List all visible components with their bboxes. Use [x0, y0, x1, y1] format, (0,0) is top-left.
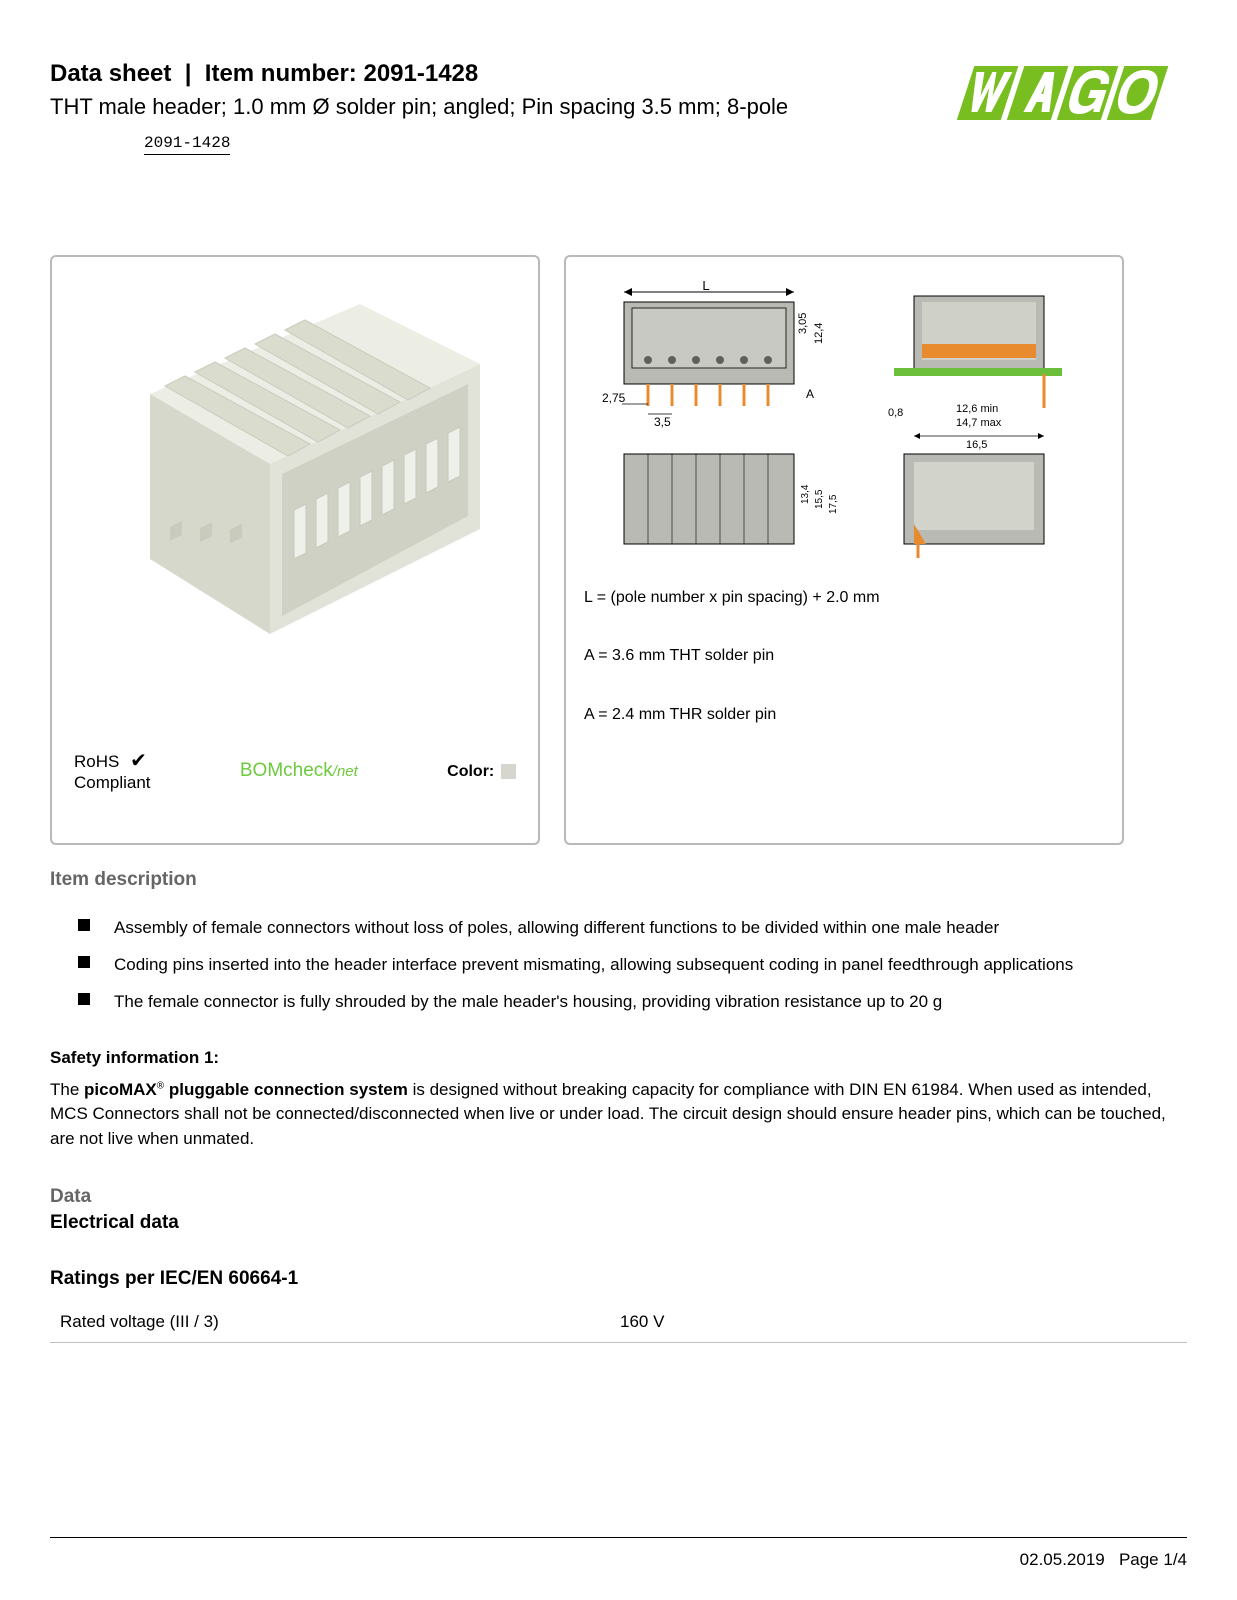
- doc-type: Data sheet: [50, 60, 171, 87]
- list-item: Assembly of female connectors without lo…: [78, 917, 1187, 940]
- check-icon: ✔: [130, 750, 147, 772]
- dimensional-drawing: L: [584, 269, 1104, 579]
- list-item: The female connector is fully shrouded b…: [78, 991, 1187, 1014]
- dim-A: A: [806, 387, 814, 401]
- footer-date: 02.05.2019: [1020, 1550, 1105, 1569]
- dim-14-7-max: 14,7 max: [956, 417, 1002, 429]
- part-tag: 2091-1428: [144, 134, 230, 155]
- formula-L: L = (pole number x pin spacing) + 2.0 mm: [584, 587, 1104, 609]
- dimension-panel: L: [564, 255, 1124, 845]
- color-indicator: Color:: [447, 761, 516, 781]
- data-heading: Data: [50, 1186, 1187, 1208]
- title-line: Data sheet | Item number: 2091-1428: [50, 60, 957, 88]
- description-list: Assembly of female connectors without lo…: [78, 917, 1187, 1014]
- safety-heading: Safety information 1:: [50, 1048, 1187, 1068]
- rating-value: 160 V: [620, 1312, 664, 1332]
- page-header: Data sheet | Item number: 2091-1428 THT …: [50, 60, 1187, 155]
- bomcheck-logo: BOMcheck/net: [240, 760, 358, 782]
- ratings-heading: Ratings per IEC/EN 60664-1: [50, 1268, 1187, 1290]
- wago-logo: [957, 64, 1187, 122]
- list-item: Coding pins inserted into the header int…: [78, 954, 1187, 977]
- electrical-data-heading: Electrical data: [50, 1212, 1187, 1234]
- page-footer: 02.05.2019 Page 1/4: [1020, 1550, 1187, 1570]
- subtitle: THT male header; 1.0 mm Ø solder pin; an…: [50, 94, 957, 120]
- dim-16-5: 16,5: [966, 439, 987, 451]
- item-number: 2091-1428: [363, 60, 478, 87]
- footer-page: Page 1/4: [1119, 1550, 1187, 1569]
- dim-L: L: [702, 278, 709, 293]
- footer-rule: [50, 1537, 1187, 1538]
- formula-block: L = (pole number x pin spacing) + 2.0 mm…: [584, 587, 1104, 726]
- dim-12-4: 12,4: [813, 323, 825, 344]
- dim-15-5: 15,5: [814, 489, 825, 509]
- item-label: Item number:: [205, 60, 357, 87]
- dim-0-8: 0,8: [888, 407, 903, 419]
- product-render: [64, 269, 526, 699]
- rohs-compliant: RoHS ✔ Compliant: [74, 749, 151, 793]
- dim-3-05: 3,05: [797, 313, 809, 334]
- product-image-panel: RoHS ✔ Compliant BOMcheck/net Color:: [50, 255, 540, 845]
- formula-A-thr: A = 2.4 mm THR solder pin: [584, 704, 1104, 726]
- dim-2-75: 2,75: [602, 391, 626, 405]
- dim-12-6-min: 12,6 min: [956, 403, 998, 415]
- item-description-heading: Item description: [50, 869, 1187, 891]
- safety-text: The picoMAX® pluggable connection system…: [50, 1078, 1187, 1152]
- formula-A-tht: A = 3.6 mm THT solder pin: [584, 645, 1104, 667]
- color-swatch: [501, 764, 516, 779]
- dim-13-4: 13,4: [800, 484, 811, 504]
- dim-3-5: 3,5: [654, 415, 671, 429]
- dim-17-5: 17,5: [828, 494, 839, 514]
- ratings-row: Rated voltage (III / 3) 160 V: [50, 1306, 1187, 1343]
- rating-key: Rated voltage (III / 3): [60, 1312, 620, 1332]
